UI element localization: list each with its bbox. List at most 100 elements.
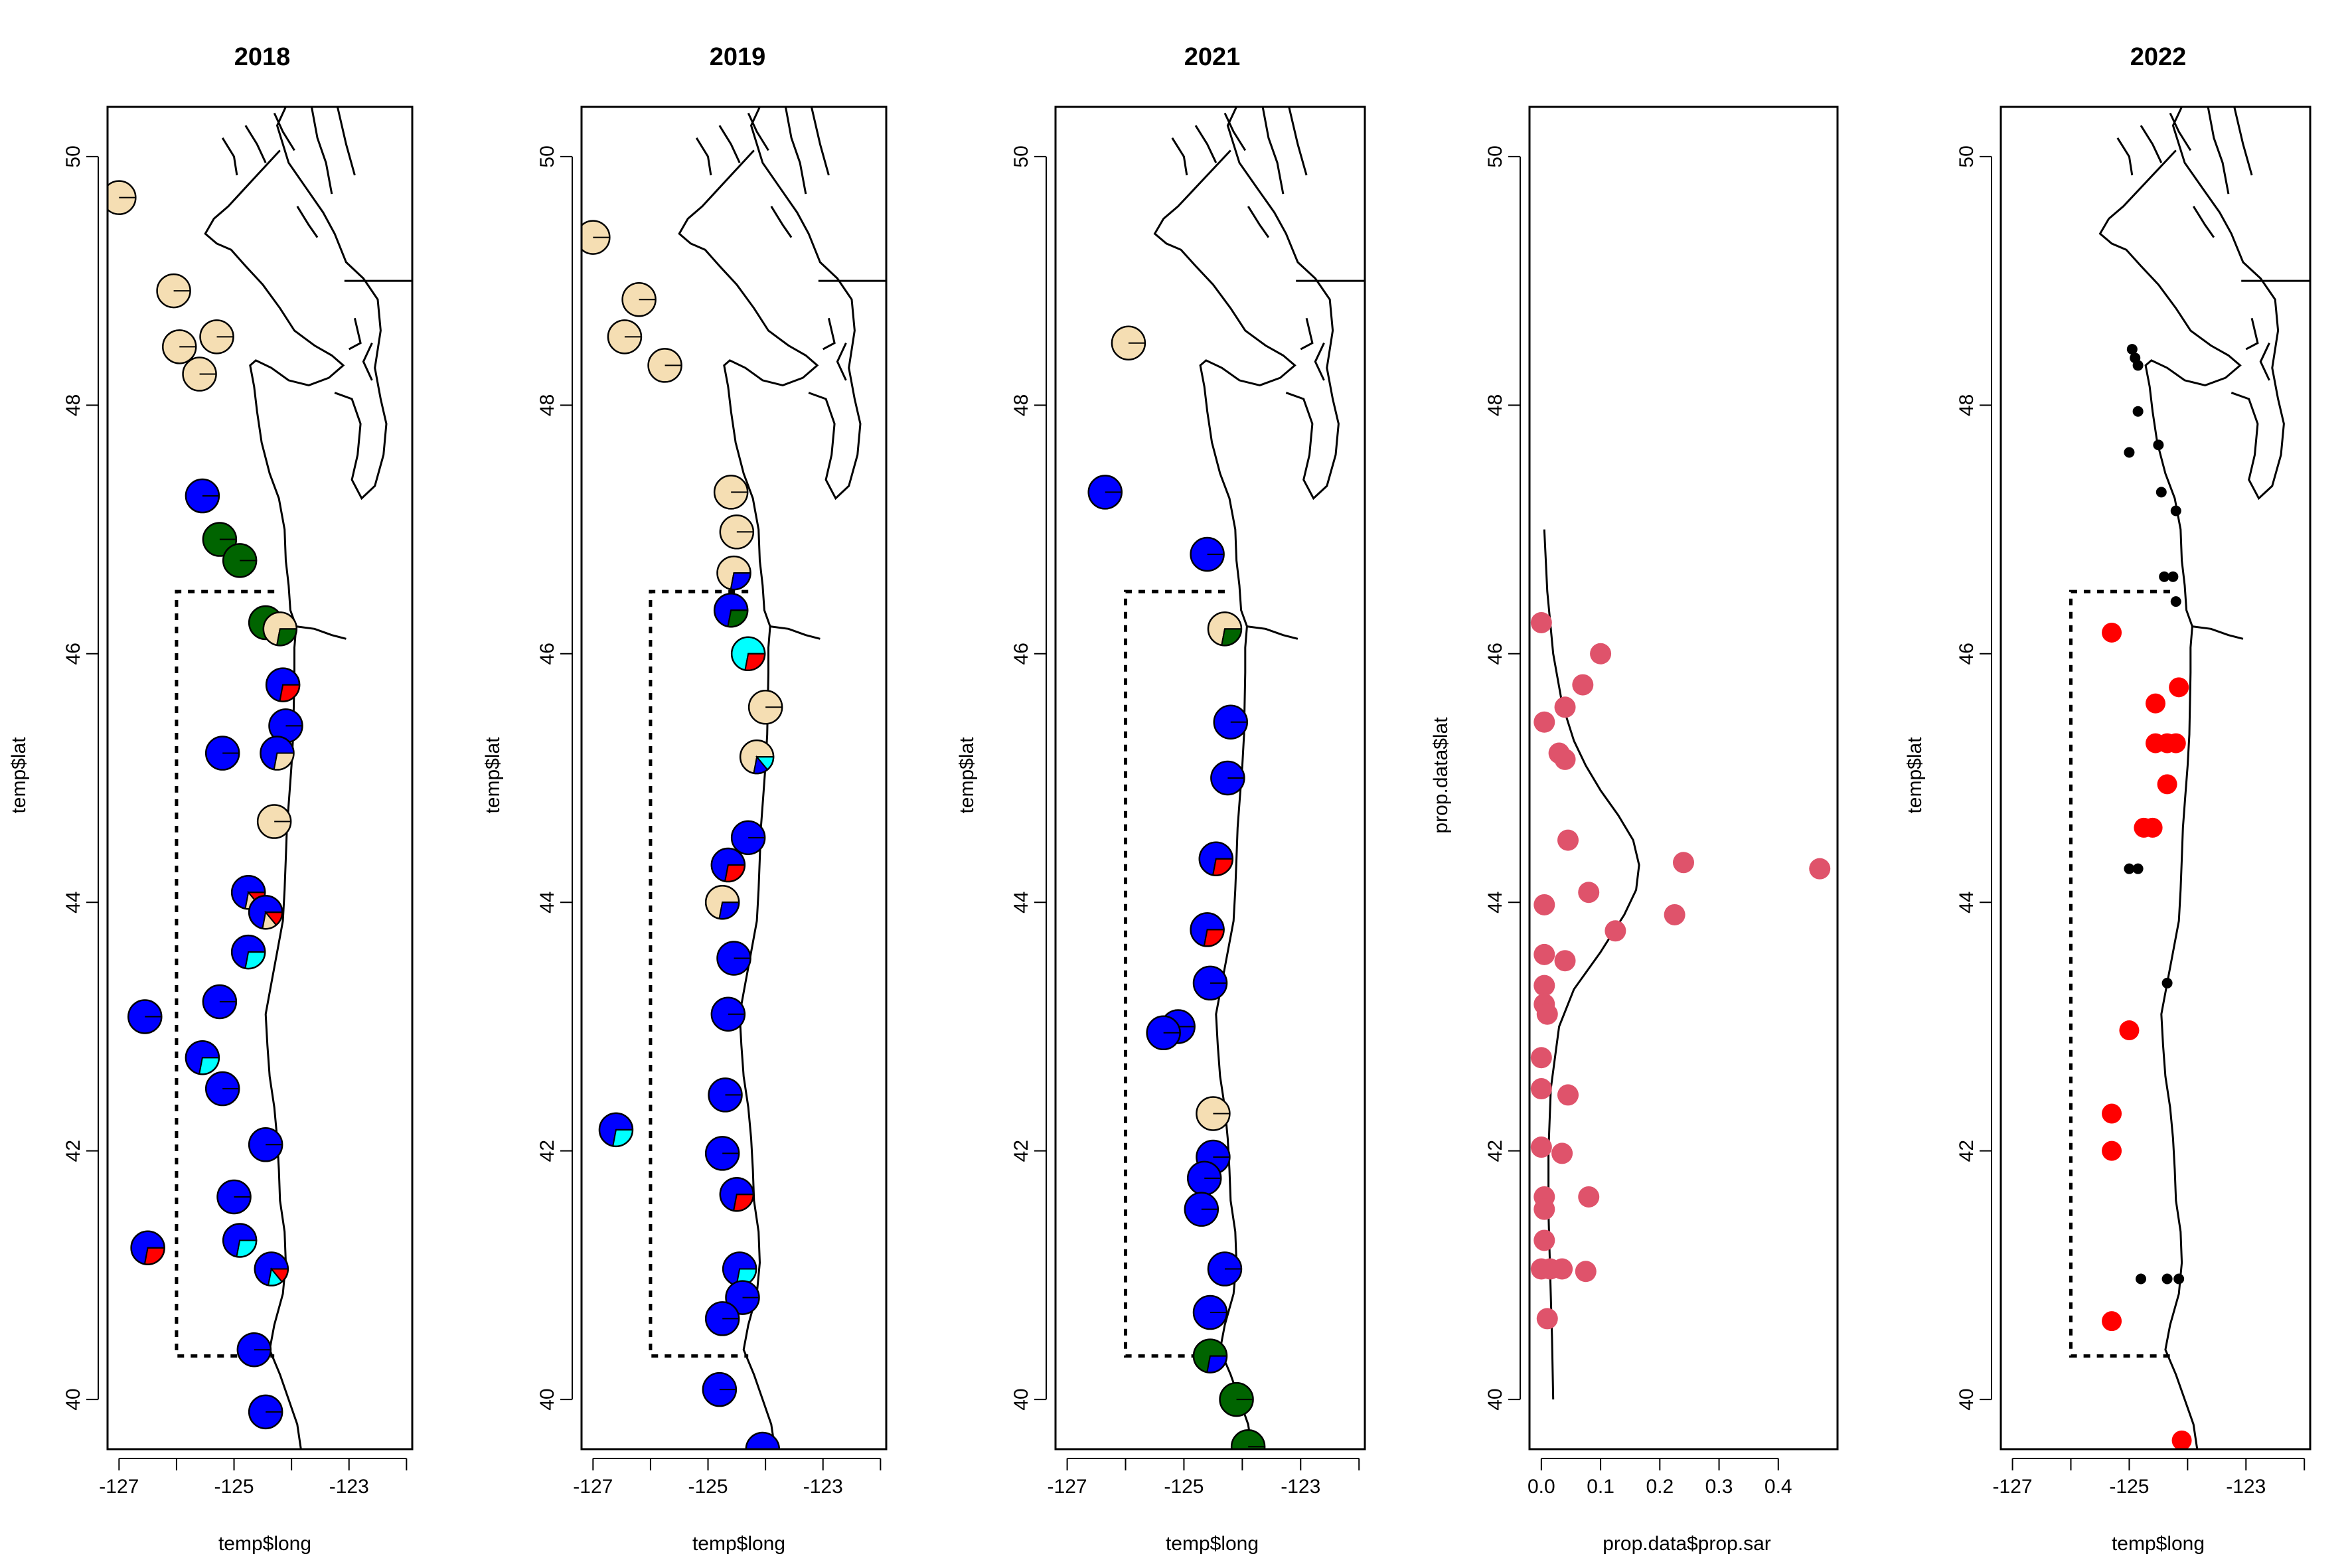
coastline (678, 107, 886, 1449)
pie-marker (199, 319, 234, 354)
y-tick-label: 48 (62, 394, 84, 416)
pie-marker (130, 1230, 165, 1265)
puget-sound-shore (749, 107, 862, 501)
scatter-point (1557, 829, 1579, 851)
scatter-point (1605, 920, 1626, 942)
pie-marker (204, 736, 240, 771)
panel-title: 2021 (1184, 43, 1241, 71)
y-tick-label: 42 (1484, 1140, 1506, 1162)
fjord-inlet (1288, 107, 1308, 176)
pie-marker (216, 1179, 252, 1215)
pie-marker (745, 1431, 781, 1449)
scatter-point (1809, 858, 1831, 880)
y-tick-label: 44 (62, 892, 84, 913)
x-tick-label: -127 (1993, 1476, 2033, 1498)
coastline-outer (678, 149, 819, 1449)
pie-marker (1196, 1096, 1231, 1131)
pie-marker (607, 319, 643, 354)
fjord-inlet (336, 107, 356, 176)
red-point (2146, 693, 2165, 714)
plot-frame (1054, 106, 1366, 1450)
red-point (2157, 774, 2177, 795)
x-tick-label: -125 (688, 1476, 728, 1498)
fjord-inlet (244, 125, 267, 163)
plot-area (108, 107, 412, 1449)
x-tick-label: -127 (1048, 1476, 1087, 1498)
black-point (2159, 571, 2170, 582)
pie-marker (204, 1071, 240, 1107)
black-point (2153, 439, 2164, 451)
panel-2022: 2022 temp$long temp$lat -127 -125 -123 40 42… (1904, 43, 2312, 1555)
pie-marker (185, 1040, 220, 1075)
pie-marker (716, 555, 751, 591)
fjord-inlet (362, 343, 373, 381)
x-axis-label: temp$long (218, 1533, 311, 1555)
pie-marker (1219, 1381, 1254, 1417)
coastline (1153, 107, 1365, 1449)
x-tick-label: 0.1 (1587, 1476, 1614, 1498)
plot-frame (1528, 106, 1839, 1450)
scatter-point (1533, 975, 1555, 996)
fjord-inlet (810, 107, 830, 176)
fjord-inlet (2140, 125, 2163, 163)
pie-marker (1213, 704, 1249, 740)
fjord-inlet (296, 206, 319, 238)
black-point (2156, 487, 2167, 498)
columbia-river (1247, 625, 1298, 640)
scatter-point (1664, 903, 1686, 925)
pie-marker (1210, 760, 1245, 796)
y-tick-label: 48 (1010, 394, 1032, 416)
plot-frame (580, 106, 888, 1450)
scatter-point (1575, 1261, 1597, 1283)
pie-marker (1087, 475, 1123, 510)
fjord-inlet (2259, 343, 2270, 381)
plot-frame (1999, 106, 2312, 1450)
scatter-point (1554, 748, 1576, 770)
black-point (2167, 571, 2179, 582)
y-tick-label: 44 (1484, 892, 1506, 913)
coastline-outer (2098, 149, 2242, 1449)
y-tick-label: 44 (1010, 892, 1032, 913)
fjord-inlet (747, 112, 769, 151)
pie-marker (222, 543, 258, 578)
pie-marker (710, 847, 746, 883)
black-point (2124, 447, 2135, 458)
black-point (2161, 1273, 2173, 1285)
y-tick-label: 50 (62, 145, 84, 167)
pie-marker (108, 180, 137, 215)
pie-marker (1192, 965, 1228, 1001)
x-tick-label: -125 (1164, 1476, 1204, 1498)
black-point (2173, 1273, 2185, 1285)
y-tick-label: 42 (62, 1140, 84, 1162)
fjord-inlet (695, 137, 712, 176)
pie-marker (230, 934, 266, 970)
y-tick-label: 46 (1956, 643, 1978, 665)
y-tick-label: 42 (536, 1140, 558, 1162)
fjord-inlet (2245, 317, 2259, 351)
y-tick-label: 48 (1484, 394, 1506, 416)
pie-marker (182, 356, 217, 392)
red-point (2102, 1311, 2122, 1332)
y-tick-label: 50 (1956, 145, 1978, 167)
fjord-inlet (836, 343, 847, 381)
pie-marker (702, 1372, 738, 1407)
puget-sound-shore (275, 107, 388, 501)
fjord-inlet (1314, 343, 1325, 381)
fjord-inlet (1194, 125, 1217, 163)
scatter-point (1539, 1258, 1561, 1280)
scatter-point (1590, 643, 1612, 665)
pie-marker (719, 514, 755, 550)
plot-frame (106, 106, 414, 1450)
pie-marker (713, 475, 749, 510)
fjord-inlet (718, 125, 741, 163)
pie-marker (260, 736, 295, 771)
pie-marker (704, 884, 740, 920)
black-point (2126, 344, 2138, 355)
fjord-inlet (770, 206, 793, 238)
pie-marker (598, 1112, 634, 1148)
black-point (2170, 596, 2181, 607)
study-area-box (1124, 589, 1225, 1358)
scatter-point (1551, 1142, 1573, 1164)
y-tick-label: 48 (536, 394, 558, 416)
panel-title: 2019 (710, 43, 766, 71)
